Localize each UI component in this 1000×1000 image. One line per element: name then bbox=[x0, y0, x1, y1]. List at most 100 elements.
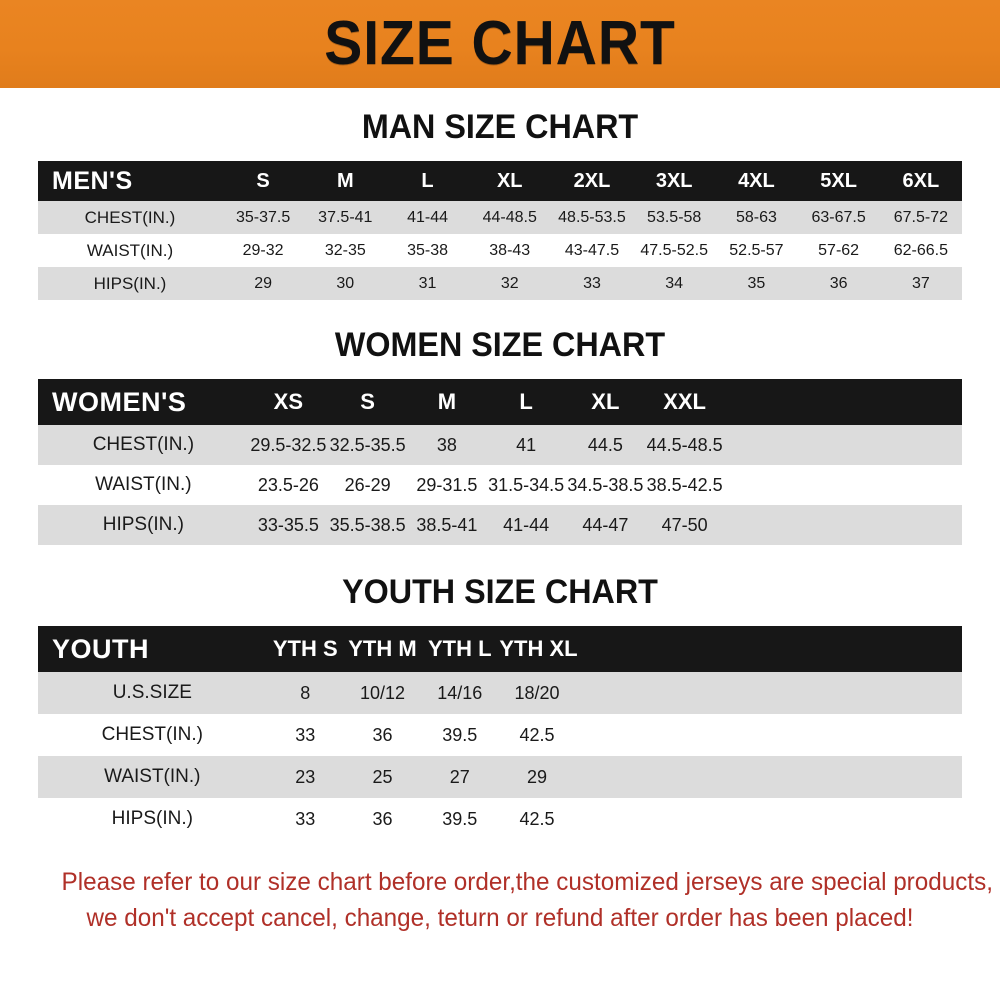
table-cell-empty bbox=[576, 798, 653, 840]
table-cell: 38 bbox=[436, 434, 457, 455]
table-cell-empty bbox=[803, 505, 882, 545]
table-header-label: MEN'S bbox=[52, 166, 133, 195]
women-size-table: WOMEN'S XS S M L XL XXL CHEST(IN.) 29.5-32.5 32.5… bbox=[38, 379, 962, 545]
table-cell: 31.5-34.5 bbox=[488, 474, 565, 495]
row-label: U.S.SIZE bbox=[112, 682, 192, 703]
table-cell-empty bbox=[653, 672, 730, 714]
column-header: XL bbox=[591, 389, 620, 414]
table-cell-empty bbox=[885, 714, 962, 756]
table-cell-empty bbox=[885, 672, 962, 714]
table-cell: 29.5-32.5 bbox=[250, 434, 327, 455]
table-cell-empty bbox=[883, 465, 962, 505]
table-cell: 10/12 bbox=[359, 682, 405, 703]
column-header: M bbox=[336, 169, 354, 192]
table-cell: 33-35.5 bbox=[257, 514, 319, 535]
table-row: CHEST(IN.) 29.5-32.5 32.5-35.5 38 41 44.5 44.5… bbox=[38, 425, 962, 465]
table-cell: 18/20 bbox=[514, 682, 560, 703]
table-cell: 47-50 bbox=[661, 514, 708, 535]
table-cell: 36 bbox=[372, 724, 393, 745]
table-header-row: MEN'S S M L XL 2XL 3XL 4XL 5XL 6XL bbox=[38, 161, 962, 201]
table-cell: 39.5 bbox=[442, 724, 478, 745]
table-cell-empty bbox=[576, 714, 653, 756]
page-content: MAN SIZE CHART MEN'S S M L XL 2XL 3XL 4XL 5XL 6XL… bbox=[0, 108, 1000, 937]
column-header-empty bbox=[883, 379, 962, 425]
table-cell: 36 bbox=[829, 274, 848, 292]
table-cell: 37.5-41 bbox=[318, 208, 373, 226]
table-cell: 43-47.5 bbox=[564, 241, 620, 259]
men-size-table: MEN'S S M L XL 2XL 3XL 4XL 5XL 6XL CHEST(IN.) 35-37… bbox=[38, 161, 962, 300]
table-row: HIPS(IN.) 33-35.5 35.5-38.5 38.5-41 41-44 44-… bbox=[38, 505, 962, 545]
men-table-body: MEN'S S M L XL 2XL 3XL 4XL 5XL 6XL CHEST(IN.) 35-37… bbox=[38, 161, 962, 300]
table-cell-empty bbox=[653, 714, 730, 756]
column-header-empty bbox=[803, 379, 882, 425]
table-cell-empty bbox=[724, 505, 803, 545]
table-row: WAIST(IN.) 29-32 32-35 35-38 38-43 43-47.5 47.… bbox=[38, 234, 962, 267]
table-cell: 44.5 bbox=[587, 434, 623, 455]
page-title: SIZE CHART bbox=[324, 9, 676, 78]
row-label: CHEST(IN.) bbox=[92, 434, 195, 455]
table-cell: 8 bbox=[300, 682, 311, 703]
column-header: 3XL bbox=[655, 169, 693, 192]
column-header: 4XL bbox=[738, 169, 775, 192]
table-cell: 52.5-57 bbox=[729, 241, 784, 259]
table-cell-empty bbox=[730, 798, 807, 840]
table-cell: 33 bbox=[295, 808, 316, 829]
table-cell-empty bbox=[653, 756, 730, 798]
column-header-empty bbox=[576, 626, 653, 672]
table-cell-empty bbox=[730, 756, 807, 798]
table-cell: 32-35 bbox=[324, 241, 366, 259]
row-label: CHEST(IN.) bbox=[84, 207, 176, 227]
column-header-empty bbox=[653, 626, 730, 672]
table-cell: 35-38 bbox=[407, 241, 448, 259]
column-header: YTH XL bbox=[499, 636, 578, 661]
table-cell-empty bbox=[730, 714, 807, 756]
column-header-empty bbox=[730, 626, 807, 672]
table-row: HIPS(IN.) 33 36 39.5 42.5 bbox=[38, 798, 962, 840]
row-label: WAIST(IN.) bbox=[86, 240, 174, 260]
table-row: HIPS(IN.) 29 30 31 32 33 34 35 36 37 bbox=[38, 267, 962, 300]
footer-line-2: we don't accept cancel, change, teturn o… bbox=[86, 904, 914, 933]
table-cell: 34 bbox=[665, 274, 684, 292]
table-cell: 41-44 bbox=[503, 514, 550, 535]
column-header-empty bbox=[885, 626, 962, 672]
women-table-body: WOMEN'S XS S M L XL XXL CHEST(IN.) 29.5-32.5 32.5… bbox=[38, 379, 962, 545]
table-cell: 33 bbox=[583, 274, 601, 292]
table-cell: 31 bbox=[418, 274, 437, 292]
table-row: CHEST(IN.) 33 36 39.5 42.5 bbox=[38, 714, 962, 756]
table-cell: 25 bbox=[372, 766, 393, 787]
table-cell: 35 bbox=[747, 274, 766, 292]
row-label: HIPS(IN.) bbox=[111, 808, 193, 829]
table-cell-empty bbox=[807, 756, 884, 798]
column-header: L bbox=[519, 389, 533, 414]
table-cell: 32 bbox=[500, 274, 519, 292]
table-cell-empty bbox=[883, 505, 962, 545]
column-header: S bbox=[256, 169, 270, 192]
table-cell: 35-37.5 bbox=[235, 208, 291, 226]
table-cell: 57-62 bbox=[818, 241, 860, 259]
table-cell: 41-44 bbox=[407, 208, 448, 226]
table-cell: 47.5-52.5 bbox=[640, 241, 708, 259]
column-header: 5XL bbox=[820, 169, 857, 192]
table-cell: 67.5-72 bbox=[893, 208, 948, 226]
table-cell: 44.5-48.5 bbox=[646, 434, 723, 455]
column-header: L bbox=[421, 169, 434, 192]
table-cell: 62-66.5 bbox=[893, 241, 948, 259]
table-cell-empty bbox=[653, 798, 730, 840]
table-cell-empty bbox=[803, 465, 882, 505]
table-cell: 48.5-53.5 bbox=[558, 208, 626, 226]
section-title-youth: YOUTH SIZE CHART bbox=[342, 573, 658, 611]
table-header-row: YOUTH YTH S YTH M YTH L YTH XL bbox=[38, 626, 962, 672]
youth-table-body: YOUTH YTH S YTH M YTH L YTH XL U.S.SIZE 8 10/12… bbox=[38, 626, 962, 840]
table-header-row: WOMEN'S XS S M L XL XXL bbox=[38, 379, 962, 425]
column-header: 2XL bbox=[573, 169, 611, 192]
table-cell: 38.5-42.5 bbox=[646, 474, 723, 495]
table-cell: 23.5-26 bbox=[257, 474, 319, 495]
row-label: HIPS(IN.) bbox=[102, 514, 184, 535]
table-cell: 38.5-41 bbox=[416, 514, 478, 535]
table-cell: 34.5-38.5 bbox=[567, 474, 644, 495]
table-cell-empty bbox=[807, 714, 884, 756]
table-cell: 42.5 bbox=[519, 724, 555, 745]
table-cell: 27 bbox=[449, 766, 470, 787]
section-title-man: MAN SIZE CHART bbox=[361, 108, 639, 146]
youth-size-table: YOUTH YTH S YTH M YTH L YTH XL U.S.SIZE 8 10/12… bbox=[38, 626, 962, 840]
